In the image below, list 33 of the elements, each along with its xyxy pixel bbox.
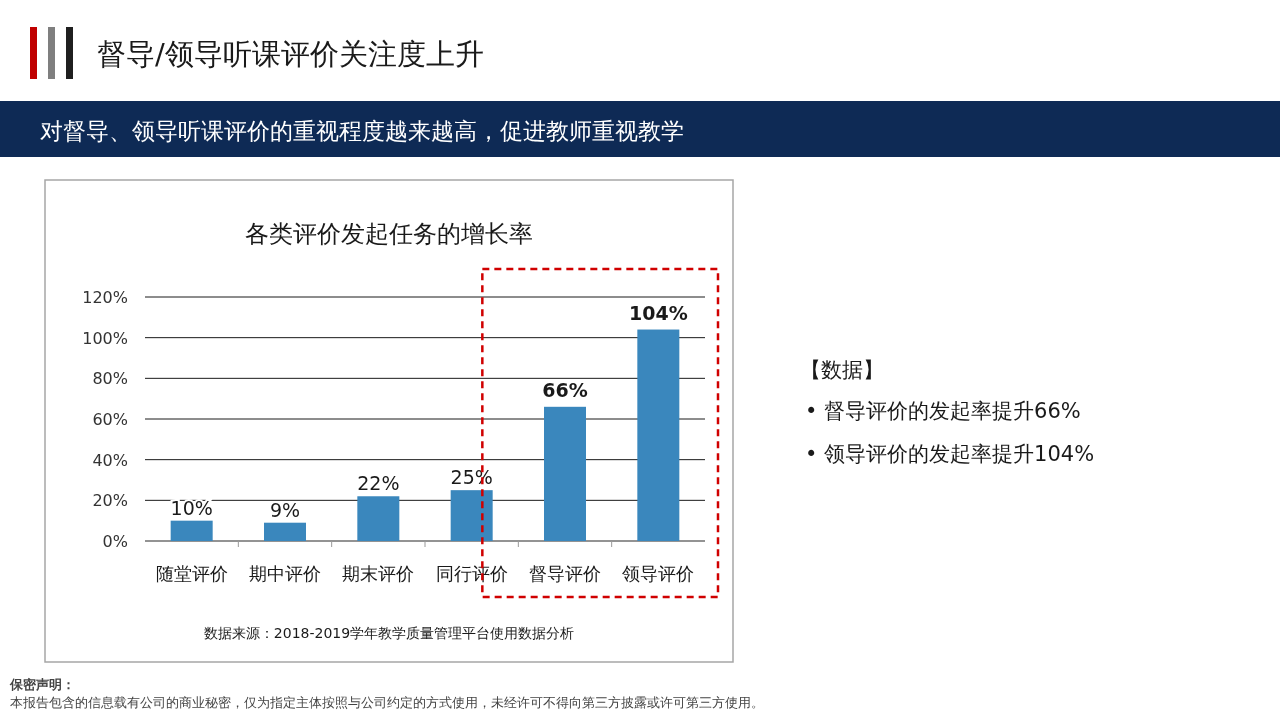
text: • 领导评价的发起率提升104% xyxy=(805,442,1095,466)
text: 【数据】 xyxy=(800,358,884,382)
x-tick-label: 领导评价 xyxy=(622,563,695,584)
text: • 督导评价的发起率提升66% xyxy=(805,399,1081,423)
x-tick-label: 期末评价 xyxy=(342,563,415,584)
bar xyxy=(450,490,493,541)
bar xyxy=(544,406,586,541)
y-tick-label: 20% xyxy=(92,491,128,511)
y-tick-label: 80% xyxy=(92,369,128,389)
bar xyxy=(264,522,306,541)
text: 本报告包含的信息载有公司的商业秘密，仅为指定主体按照与公司约定的方式使用，未经许可不得向第三方披露或许可第三方使用。 xyxy=(10,695,764,710)
bar xyxy=(637,329,680,541)
x-tick-label: 随堂评价 xyxy=(155,563,228,584)
y-tick-label: 40% xyxy=(92,450,128,470)
data-label: 22% xyxy=(357,472,400,495)
x-tick-label: 督导评价 xyxy=(529,563,601,584)
y-tick-label: 100% xyxy=(82,328,128,348)
bar xyxy=(357,496,400,541)
y-tick-label: 120% xyxy=(82,288,128,307)
data-label: 25% xyxy=(450,466,493,489)
source-note: 数据来源：2018-2019学年教学质量管理平台使用数据分析 xyxy=(203,625,575,641)
x-tick-label: 期中评价 xyxy=(249,563,321,584)
y-tick-label: 60% xyxy=(92,410,128,429)
data-label: 9% xyxy=(269,498,301,521)
text: 保密声明： xyxy=(9,677,75,692)
text: 对督导、领导听课评价的重视程度越来越高，促进教师重视教学 xyxy=(40,118,684,144)
y-tick-label: 0% xyxy=(102,532,128,551)
data-label: 10% xyxy=(170,496,213,519)
chart-subtitle: 督导/领导听课评价关注度上升 xyxy=(97,37,484,71)
chart-title: 各类评价发起任务的增长率 xyxy=(245,220,533,248)
bar xyxy=(170,520,213,541)
data-label: 66% xyxy=(542,378,588,401)
data-label: 104% xyxy=(628,301,688,324)
